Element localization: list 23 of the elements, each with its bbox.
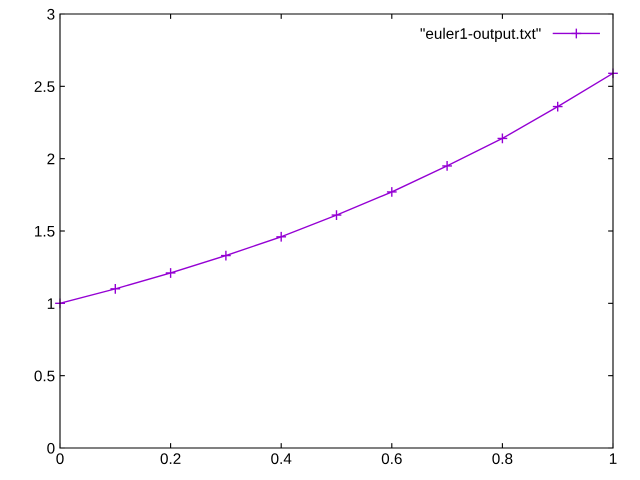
y-tick-label: 2 <box>47 154 54 164</box>
x-tick-label: 1 <box>610 453 617 464</box>
x-tick-label: 0.4 <box>271 453 292 464</box>
y-tick-label: 2.5 <box>34 81 54 92</box>
y-tick-label: 1.5 <box>35 226 54 237</box>
point <box>386 186 398 198</box>
point <box>552 101 564 112</box>
x-tick-label: 0.6 <box>382 453 402 464</box>
y-tick-label: 0.5 <box>34 370 54 382</box>
point <box>330 210 342 221</box>
legend-label: "euler1-output.txt" <box>420 28 541 42</box>
point <box>110 283 121 294</box>
point <box>496 132 508 144</box>
point <box>220 250 232 262</box>
y-tick-label: 0 <box>47 442 55 454</box>
y-tick-label: 1 <box>48 298 54 309</box>
y-tick-label: 3 <box>47 8 54 20</box>
point <box>276 231 287 242</box>
point <box>442 160 453 172</box>
point <box>165 267 176 279</box>
x-tick-label: 0.2 <box>160 453 180 464</box>
x-tick-label: 0.8 <box>492 453 512 464</box>
x-tick-label: 0 <box>56 453 64 464</box>
